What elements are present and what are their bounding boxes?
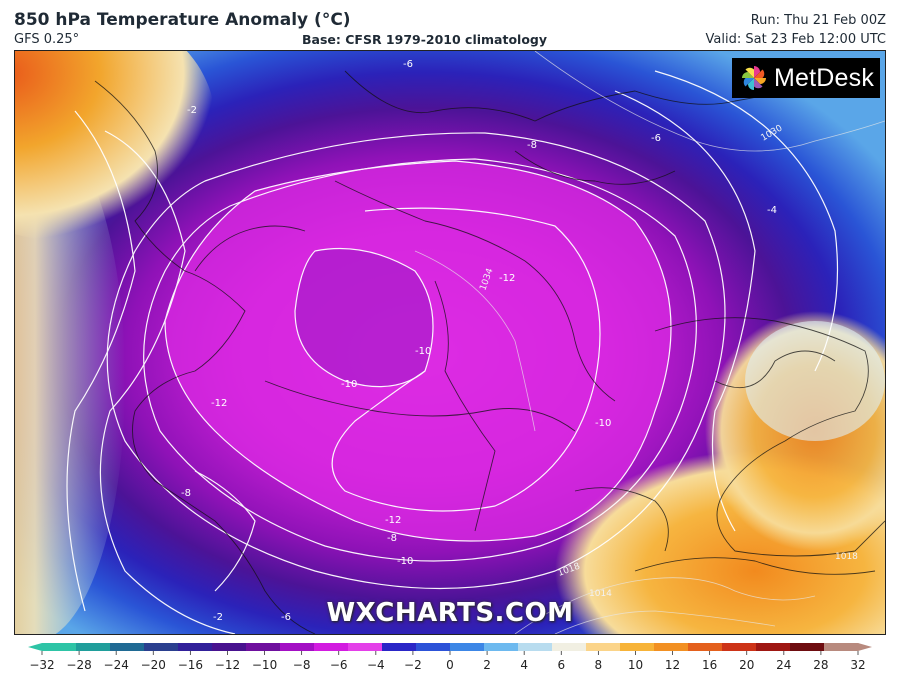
contour-label: -6 xyxy=(281,612,291,623)
valid-time-label: Valid: Sat 23 Feb 12:00 UTC xyxy=(705,32,886,47)
contour-label: -2 xyxy=(213,612,223,623)
scale-tick-label: −6 xyxy=(330,658,348,672)
color-swatch xyxy=(76,643,111,651)
color-swatch xyxy=(654,643,689,651)
color-swatch xyxy=(790,643,825,651)
scale-tick-label: 0 xyxy=(446,658,454,672)
watermark: WXCHARTS.COM xyxy=(326,598,574,628)
scale-tick-label: 12 xyxy=(665,658,680,672)
color-swatch xyxy=(42,643,77,651)
color-swatch xyxy=(280,643,315,651)
scale-arrow-left xyxy=(28,643,42,651)
color-swatch xyxy=(246,643,281,651)
color-swatch xyxy=(824,643,859,651)
contour-label: -10 xyxy=(397,556,413,567)
scale-tick-label: −16 xyxy=(178,658,203,672)
pinwheel-icon xyxy=(742,66,766,90)
color-swatch xyxy=(348,643,383,651)
chart-header: 850 hPa Temperature Anomaly (°C) GFS 0.2… xyxy=(0,0,900,50)
scale-tick-label: 16 xyxy=(702,658,717,672)
metdesk-logo: MetDesk xyxy=(732,58,880,98)
contour-label: -4 xyxy=(767,205,777,216)
color-swatch xyxy=(586,643,621,651)
color-swatch xyxy=(382,643,417,651)
scale-tick-label: 4 xyxy=(520,658,528,672)
color-swatch xyxy=(144,643,179,651)
map-canvas: -6 -2 -8 -6 -4 -12 -10 -10 -12 -10 -8 -1… xyxy=(15,51,885,634)
isobar-label: 1018 xyxy=(835,552,858,562)
color-swatch xyxy=(722,643,757,651)
contour-label: -10 xyxy=(341,379,357,390)
color-swatch xyxy=(450,643,485,651)
color-swatch xyxy=(110,643,145,651)
isobars xyxy=(414,51,885,634)
contour-label: -10 xyxy=(595,418,611,429)
model-label: GFS 0.25° xyxy=(14,32,80,47)
scale-tick-label: −28 xyxy=(66,658,91,672)
scale-tick-label: 28 xyxy=(813,658,828,672)
color-swatch xyxy=(178,643,213,651)
anomaly-map: -6 -2 -8 -6 -4 -12 -10 -10 -12 -10 -8 -1… xyxy=(14,50,886,635)
color-swatch xyxy=(212,643,247,651)
color-swatch xyxy=(552,643,587,651)
contour-labels: -6 -2 -8 -6 -4 -12 -10 -10 -12 -10 -8 -1… xyxy=(181,59,777,623)
scale-tick-label: 8 xyxy=(595,658,603,672)
scale-tick-label: 2 xyxy=(483,658,491,672)
run-time-label: Run: Thu 21 Feb 00Z xyxy=(750,13,886,28)
scale-tick-label: −20 xyxy=(141,658,166,672)
scale-tick-label: 6 xyxy=(557,658,565,672)
contour-label: -6 xyxy=(651,133,661,144)
isobar-label: 1014 xyxy=(589,589,612,599)
scale-tick-label: −32 xyxy=(29,658,54,672)
scale-tick-label: 24 xyxy=(776,658,791,672)
scale-tick-label: 32 xyxy=(850,658,865,672)
scale-tick-label: −8 xyxy=(293,658,311,672)
base-climatology-label: Base: CFSR 1979-2010 climatology xyxy=(302,32,548,47)
color-swatch xyxy=(518,643,553,651)
scale-tick-label: −12 xyxy=(215,658,240,672)
color-scale-bar: −32 −28 −24 −20 −16 −12 −10 −8 −6 −4 −2 0 2 4 6 8 10 12 16… xyxy=(28,643,872,672)
scale-tick-label: −10 xyxy=(252,658,277,672)
color-swatch xyxy=(756,643,791,651)
color-scale-ticks: −32 −28 −24 −20 −16 −12 −10 −8 −6 −4 −2 0 2 4 6 8 10 12 16… xyxy=(29,651,866,672)
contour-label: -8 xyxy=(181,488,191,499)
chart-title: 850 hPa Temperature Anomaly (°C) xyxy=(14,10,351,30)
contour-label: -8 xyxy=(527,140,537,151)
color-swatch xyxy=(314,643,349,651)
color-swatch xyxy=(688,643,723,651)
contour-label: -12 xyxy=(211,398,227,409)
scale-arrow-right xyxy=(858,643,872,651)
scale-tick-label: −2 xyxy=(404,658,422,672)
scale-tick-label: −24 xyxy=(104,658,129,672)
contour-label: -10 xyxy=(415,346,431,357)
logo-text: MetDesk xyxy=(774,63,875,92)
anomaly-contours xyxy=(66,70,839,634)
contour-label: -6 xyxy=(403,59,413,70)
scale-tick-label: 10 xyxy=(628,658,643,672)
scale-tick-label: 20 xyxy=(739,658,754,672)
color-swatches xyxy=(28,643,872,651)
scale-tick-label: −4 xyxy=(367,658,385,672)
contour-label: -12 xyxy=(499,273,515,284)
color-swatch xyxy=(416,643,451,651)
color-swatch xyxy=(484,643,519,651)
contour-label: -12 xyxy=(385,515,401,526)
contour-label: -8 xyxy=(387,533,397,544)
contour-label: -2 xyxy=(187,105,197,116)
color-swatch xyxy=(620,643,655,651)
